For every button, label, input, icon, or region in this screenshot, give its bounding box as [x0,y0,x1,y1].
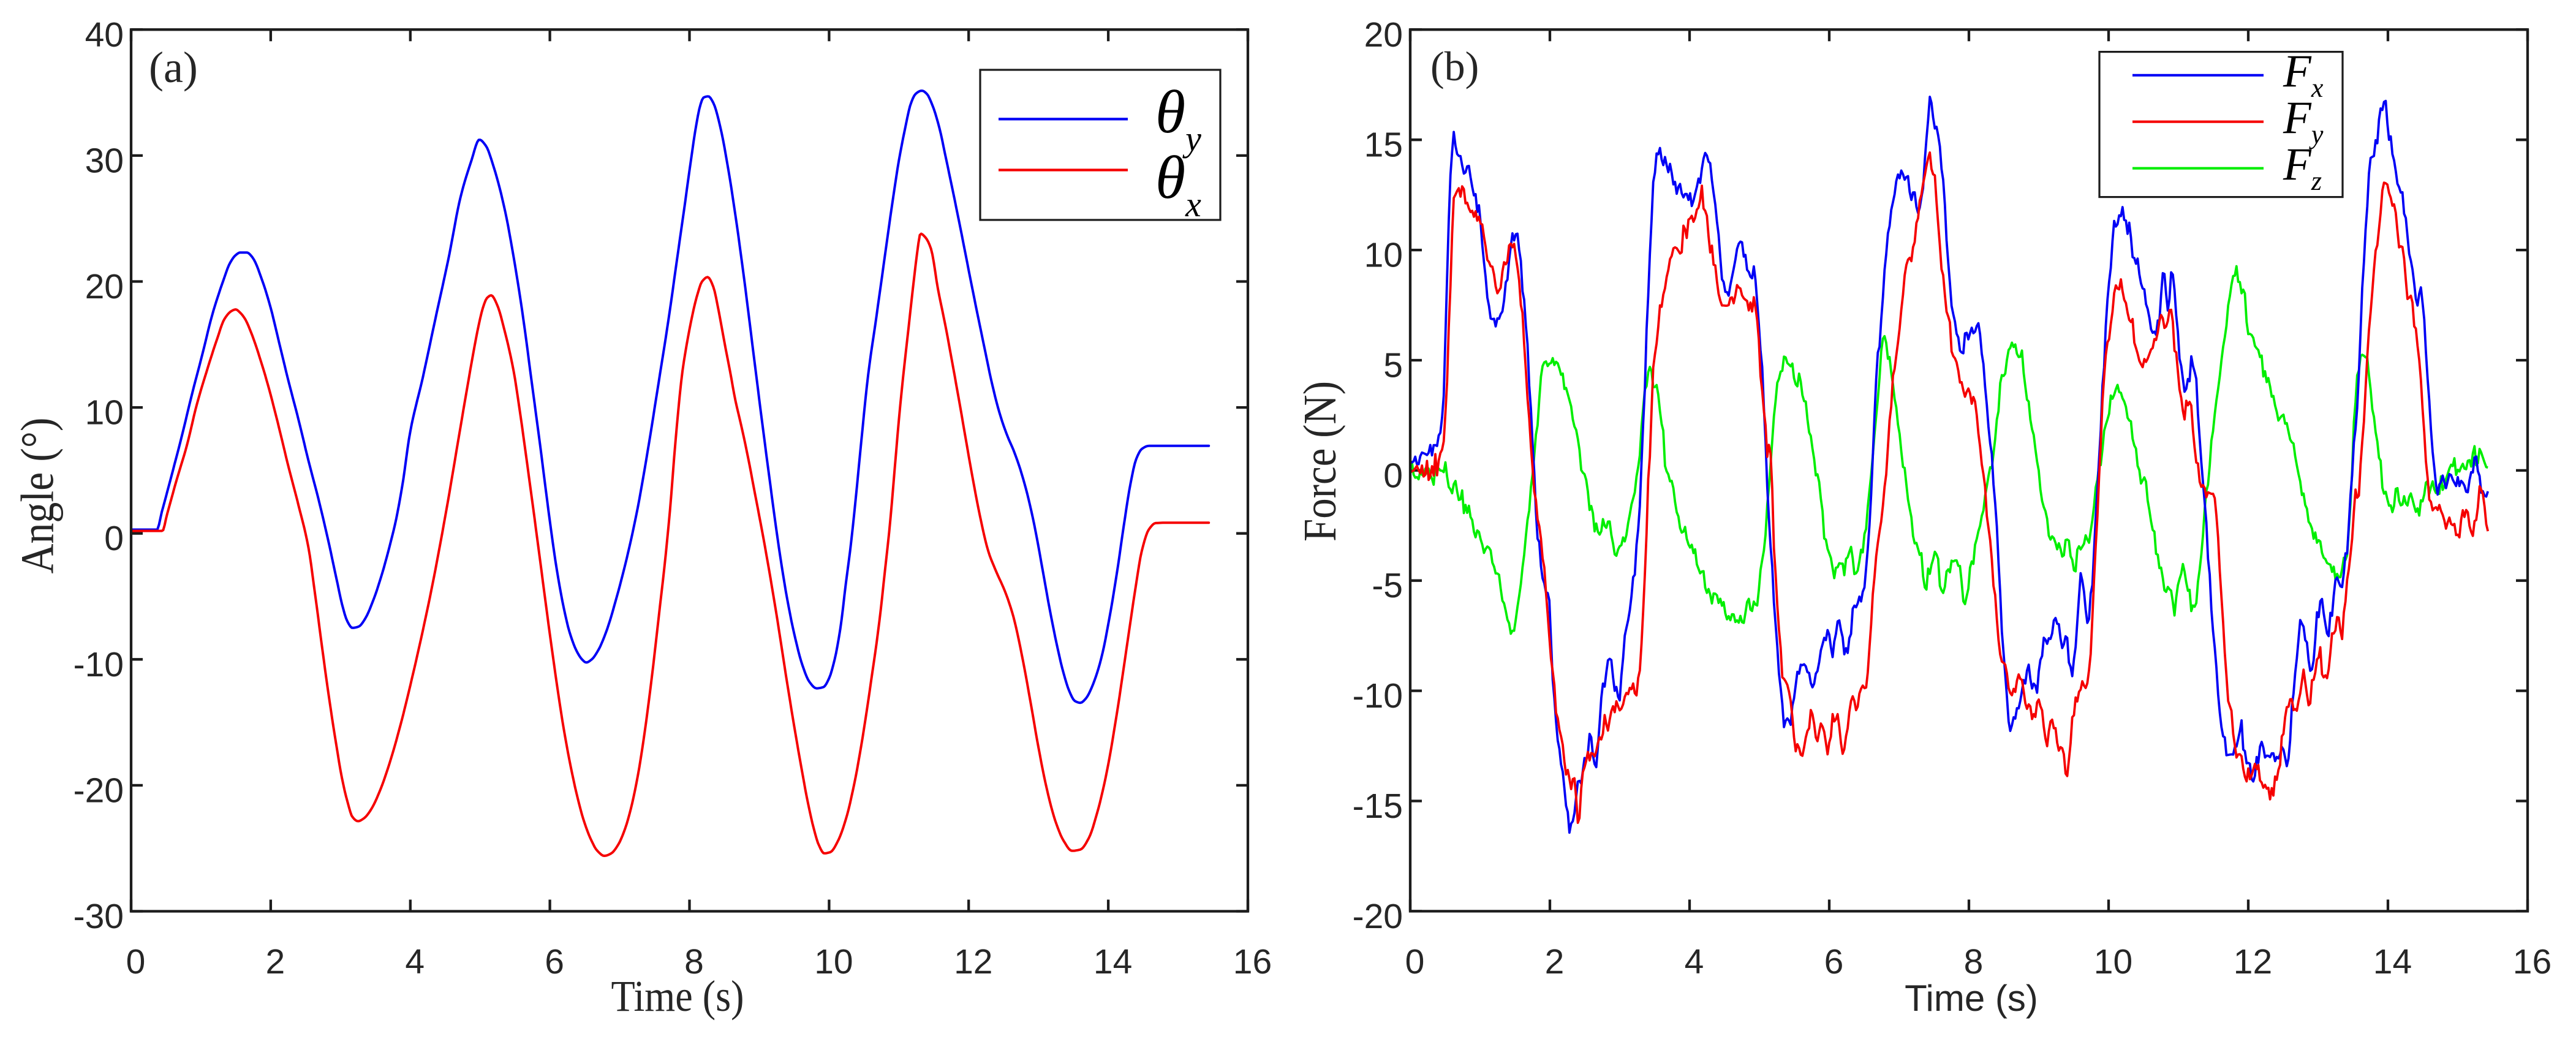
svg-text:12: 12 [2234,942,2272,981]
svg-text:20: 20 [85,267,124,306]
svg-text:10: 10 [1364,236,1403,275]
svg-text:-20: -20 [1353,897,1403,936]
svg-text:Force (N): Force (N) [1294,381,1346,542]
svg-text:(b): (b) [1430,43,1479,89]
svg-text:6: 6 [545,942,564,981]
svg-text:14: 14 [2373,942,2412,981]
svg-text:2: 2 [1545,942,1565,981]
svg-text:10: 10 [2094,942,2132,981]
svg-text:6: 6 [1824,942,1844,981]
svg-text:8: 8 [684,942,704,981]
svg-text:20: 20 [1364,15,1403,55]
svg-text:-10: -10 [74,645,124,684]
svg-text:0: 0 [126,942,146,981]
svg-text:12: 12 [954,942,992,981]
svg-text:10: 10 [85,393,124,433]
svg-text:-20: -20 [74,771,124,810]
svg-text:10: 10 [814,942,853,981]
svg-text:0: 0 [1383,456,1403,495]
svg-text:2: 2 [266,942,285,981]
svg-text:14: 14 [1093,942,1132,981]
svg-text:-30: -30 [74,897,124,936]
svg-text:-5: -5 [1372,566,1403,605]
svg-text:4: 4 [1685,942,1704,981]
svg-text:Fy: Fy [2283,93,2324,149]
svg-text:30: 30 [85,141,124,180]
svg-text:8: 8 [1964,942,1984,981]
svg-text:Angle (°): Angle (°) [12,418,64,574]
svg-text:(a): (a) [149,43,198,92]
svg-text:16: 16 [2513,942,2551,981]
svg-text:0: 0 [104,519,124,558]
svg-text:5: 5 [1383,346,1403,385]
svg-text:Time (s): Time (s) [1905,978,2038,1019]
svg-text:-15: -15 [1353,787,1403,826]
svg-text:0: 0 [1405,942,1425,981]
svg-text:40: 40 [85,15,124,55]
svg-text:16: 16 [1233,942,1272,981]
svg-text:Time (s): Time (s) [611,972,744,1021]
svg-text:15: 15 [1364,126,1403,165]
svg-text:4: 4 [405,942,425,981]
svg-text:-10: -10 [1353,676,1403,716]
